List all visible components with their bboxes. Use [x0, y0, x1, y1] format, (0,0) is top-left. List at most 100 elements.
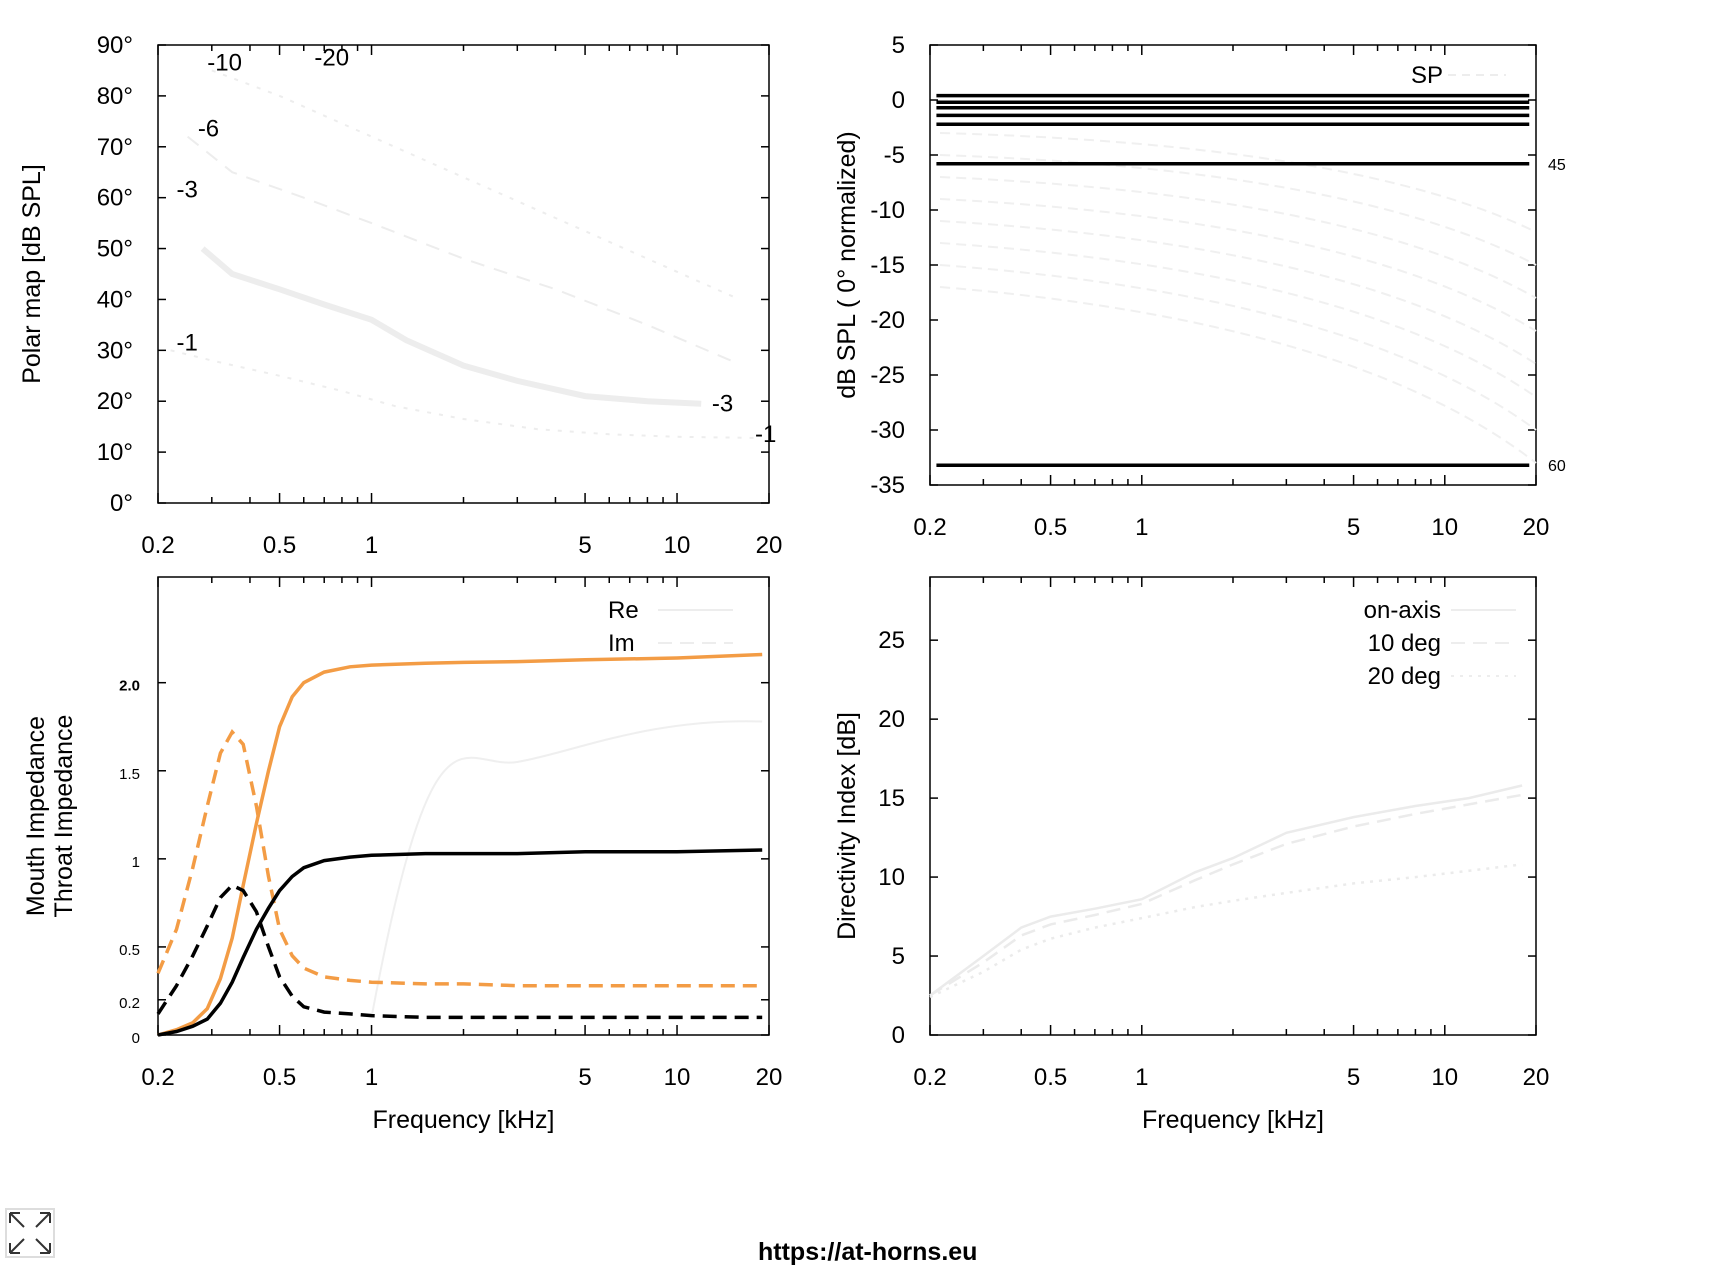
x-tick-label: 10 — [1431, 514, 1458, 541]
y-tick-label: 80° — [97, 83, 133, 110]
faint-curve — [939, 242, 1537, 398]
y-tick-label: 20° — [97, 388, 133, 415]
y-tick-label: 20 — [878, 706, 905, 733]
x-tick-label: 0.5 — [1034, 514, 1067, 541]
x-tick-label: 10 — [1431, 1064, 1458, 1091]
chart-polar-map: 0.2 0.5 1 5 10 20 0° 10° 20° 30° 40° 50° 60° 70° 80° 90… — [18, 32, 782, 559]
y-tick-label: 25 — [878, 627, 905, 654]
impedance-word: Impedance — [22, 716, 50, 840]
y-tick-label: 0.2 — [119, 995, 140, 1012]
y-tick-label: 30° — [97, 337, 133, 364]
right-label: 45 — [1548, 157, 1566, 174]
x-tick-label: 0.2 — [141, 532, 174, 559]
x-tick-label: 20 — [756, 1064, 783, 1091]
x-tick-label: 5 — [1347, 514, 1360, 541]
plot-frame — [157, 576, 770, 1036]
impedance-series-line — [156, 729, 763, 988]
y-tick-label: 40° — [97, 286, 133, 313]
y-tick-label: -35 — [870, 472, 905, 499]
x-axis-title: Frequency [kHz] — [1142, 1106, 1324, 1134]
legend-label: 20 deg — [1368, 663, 1441, 690]
directivity-series-line — [929, 793, 1523, 997]
y-tick-label: 10 — [878, 864, 905, 891]
space — [22, 840, 50, 847]
contour-line — [186, 135, 732, 362]
y-tick-label: -30 — [870, 417, 905, 444]
x-tick-label: 1 — [1135, 514, 1148, 541]
legend-label: SP — [1411, 62, 1443, 89]
mouth-impedance-title: Mouth Impedance — [22, 716, 50, 916]
x-tick-label: 20 — [756, 532, 783, 559]
contour-label: -1 — [177, 329, 198, 356]
y-tick-label: -15 — [870, 252, 905, 279]
x-tick-label: 0.2 — [141, 1064, 174, 1091]
impedance-series-line — [157, 652, 763, 1037]
x-tick-label: 0.2 — [913, 1064, 946, 1091]
impedance-series-line — [156, 883, 763, 1020]
plot-frame — [929, 44, 1537, 486]
expand-icon[interactable] — [2, 1205, 58, 1261]
contour-label: -6 — [198, 116, 219, 143]
x-tick-label: 0.5 — [1034, 1064, 1067, 1091]
y-tick-label: -10 — [870, 197, 905, 224]
x-tick-label: 0.2 — [913, 514, 946, 541]
x-tick-label: 0.5 — [263, 1064, 296, 1091]
contour-label: -3 — [177, 177, 198, 204]
y-tick-label: 0 — [892, 87, 905, 114]
y-tick-label: 5 — [892, 943, 905, 970]
y-tick-label: 5 — [892, 32, 905, 59]
plot-frame — [929, 576, 1537, 1036]
contour-label: -1 — [755, 421, 776, 448]
y-tick-label: -5 — [884, 142, 905, 169]
mouth-word: Mouth — [22, 847, 50, 916]
x-tick-label: 5 — [578, 532, 591, 559]
faint-curve — [939, 198, 1537, 332]
y-tick-label: 0° — [110, 490, 133, 517]
x-tick-label: 0.5 — [263, 532, 296, 559]
faint-curve — [939, 264, 1537, 431]
faint-curve — [939, 286, 1537, 464]
faint-curve — [370, 720, 763, 1018]
right-label: 60 — [1548, 458, 1566, 475]
chart-normalized-spl: 0.2 0.5 1 5 10 20 5 0 -5 -10 -15 -20 -25 -30 -35 dB SPL… — [833, 32, 1566, 541]
y-tick-label: 1 — [132, 854, 140, 871]
y-tick-label: 15 — [878, 785, 905, 812]
contour-line — [211, 69, 740, 301]
plot-frame — [157, 44, 770, 504]
impedance-series-line — [157, 848, 763, 1037]
x-axis-title: Frequency [kHz] — [372, 1106, 554, 1134]
x-tick-label: 20 — [1523, 514, 1550, 541]
contour-line — [200, 246, 702, 407]
contour-line — [170, 349, 756, 439]
y-axis-title: dB SPL ( 0° normalized) — [833, 131, 861, 399]
x-tick-label: 5 — [1347, 1064, 1360, 1091]
y-tick-label: 1.5 — [119, 766, 140, 783]
contour-label: -20 — [314, 44, 349, 71]
faint-curve — [939, 154, 1537, 266]
contour-label: -10 — [207, 49, 242, 76]
footer-url[interactable]: https://at-horns.eu — [758, 1238, 978, 1266]
y-axis-title: Directivity Index [dB] — [833, 712, 861, 940]
x-tick-label: 1 — [365, 532, 378, 559]
y-tick-label: -25 — [870, 362, 905, 389]
y-tick-label: 70° — [97, 134, 133, 161]
x-tick-label: 10 — [664, 1064, 691, 1091]
legend-label: Im — [608, 630, 635, 657]
y-tick-label: 90° — [97, 32, 133, 59]
faint-curve — [939, 220, 1537, 365]
legend-label: 10 deg — [1368, 630, 1441, 657]
y-tick-label: 10° — [97, 439, 133, 466]
throat-impedance-title: Throat Impedance — [50, 715, 78, 918]
y-tick-label: 60° — [97, 185, 133, 212]
y-tick-label: 0 — [892, 1022, 905, 1049]
x-tick-label: 1 — [1135, 1064, 1148, 1091]
faint-curve — [939, 176, 1537, 299]
y-axis-title: Polar map [dB SPL] — [18, 164, 46, 384]
y-tick-label: 0 — [132, 1030, 140, 1047]
directivity-series-line — [929, 863, 1523, 999]
contour-label: -3 — [712, 390, 733, 417]
x-tick-label: 1 — [365, 1064, 378, 1091]
